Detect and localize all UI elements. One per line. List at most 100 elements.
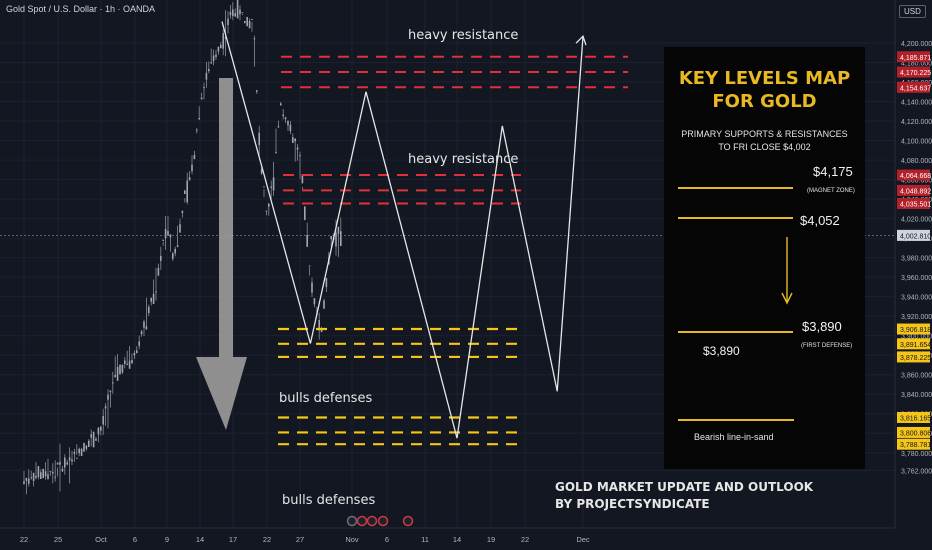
symbol-title[interactable]: Gold Spot / U.S. Dollar · 1h · OANDA [6, 4, 156, 14]
candle-body [335, 232, 337, 247]
candle-body [203, 87, 205, 89]
candle-body [208, 69, 210, 72]
time-axis-bg [0, 528, 895, 550]
price-tick-label: 3,940.000 [901, 295, 932, 302]
candle-body [174, 248, 176, 254]
time-tick-label: 25 [54, 535, 62, 544]
candle-body [145, 326, 148, 330]
candle-body [59, 461, 61, 465]
candle-body [37, 466, 40, 478]
time-tick-label: Dec [576, 535, 590, 544]
candle-body [311, 282, 313, 293]
candle-body [287, 121, 289, 126]
event-marker-icon [356, 515, 368, 527]
candle-body [148, 306, 150, 313]
projection-path [221, 21, 587, 439]
candle-body [71, 459, 73, 462]
support-price-tag-bg [897, 426, 930, 438]
panel-title: KEY LEVELS MAP FOR GOLD [664, 67, 865, 113]
heavy-resistance-label-lower: heavy resistance [408, 152, 519, 167]
candle-body [92, 431, 95, 448]
candle-body [56, 462, 59, 465]
candle-body [143, 321, 145, 328]
event-marker-icon [377, 515, 389, 527]
price-tick-label: 4,060.000 [901, 178, 932, 185]
price-tick-label: 3,840.000 [901, 392, 932, 399]
candle-body [73, 451, 76, 454]
level-4175-price: $4,175 [813, 164, 853, 179]
candle-body [186, 180, 188, 203]
candle-body [95, 438, 97, 441]
level-4175-note: (MAGNET ZONE) [807, 188, 855, 194]
candle-body [244, 20, 246, 24]
price-tick-label: 4,100.000 [901, 139, 932, 146]
time-tick-label: 6 [385, 535, 389, 544]
panel-subtitle-line-1: PRIMARY SUPPORTS & RESISTANCES [681, 129, 848, 139]
time-tick-label: Nov [345, 535, 359, 544]
candle-body [128, 360, 131, 369]
time-tick-label: 11 [421, 535, 429, 544]
candle-body [169, 234, 172, 238]
time-tick-label: 9 [165, 535, 169, 544]
heavy-resistance-label-upper: heavy resistance [408, 28, 519, 43]
level-4175-line [678, 187, 793, 189]
support-price-tag: 3,800.806 [900, 430, 931, 437]
time-tick-label: Oct [95, 535, 108, 544]
level-3890-price-left: $3,890 [703, 344, 740, 358]
candle-body [42, 468, 44, 479]
panel-subtitle-line-2: TO FRI CLOSE $4,002 [718, 142, 811, 152]
candle-body [30, 477, 32, 479]
candle-body [296, 147, 299, 150]
time-tick-label: 27 [296, 535, 304, 544]
candle-body [220, 44, 222, 49]
candle-body [289, 124, 292, 132]
candle-body [167, 230, 169, 236]
candle-body [222, 33, 224, 49]
candle-body [83, 442, 85, 452]
price-series [23, 0, 342, 495]
candle-body [272, 177, 275, 191]
time-tick-label: 6 [133, 535, 137, 544]
candle-body [121, 364, 124, 373]
candle-body [49, 471, 52, 473]
currency-button[interactable]: USD [899, 5, 926, 18]
candle-body [330, 236, 332, 240]
price-tick-label: 3,900.000 [901, 334, 932, 341]
candle-body [277, 126, 280, 128]
candle-body [215, 54, 217, 58]
bulls-defenses-label-upper: bulls defenses [279, 391, 373, 406]
candle-body [114, 374, 116, 378]
candle-body [150, 297, 152, 302]
price-tick-label: 4,200.000 [901, 41, 932, 48]
candle-body [280, 103, 282, 106]
candle-body [97, 427, 100, 435]
candle-body [306, 235, 308, 247]
candle-body [337, 226, 340, 234]
price-tick-label: 4,020.000 [901, 217, 932, 224]
level-4052-price: $4,052 [800, 213, 840, 228]
candle-body [54, 476, 56, 478]
candle-body [236, 0, 239, 19]
panel-title-line-1: KEY LEVELS MAP [678, 68, 851, 89]
candle-body [68, 457, 71, 461]
candle-body [313, 298, 316, 305]
candle-body [23, 480, 25, 485]
bearish-line-label: Bearish line-in-sand [694, 432, 774, 442]
candle-body [212, 55, 215, 62]
price-tick-label: 3,762.000 [901, 468, 932, 475]
candle-body [248, 21, 251, 29]
candle-body [275, 151, 277, 153]
candle-body [88, 440, 90, 447]
level-3890-price-right: $3,890 [802, 319, 842, 334]
candle-body [140, 331, 143, 335]
candle-body [284, 117, 287, 120]
support-price-tag-bg [897, 438, 930, 450]
resistance-price-tag: 4,064.668 [900, 173, 931, 180]
time-tick-label: 22 [263, 535, 271, 544]
candle-body [193, 154, 196, 160]
candle-body [66, 462, 68, 465]
level-3890-line [678, 331, 793, 333]
candle-body [227, 18, 229, 26]
price-tick-label: 3,980.000 [901, 256, 932, 263]
